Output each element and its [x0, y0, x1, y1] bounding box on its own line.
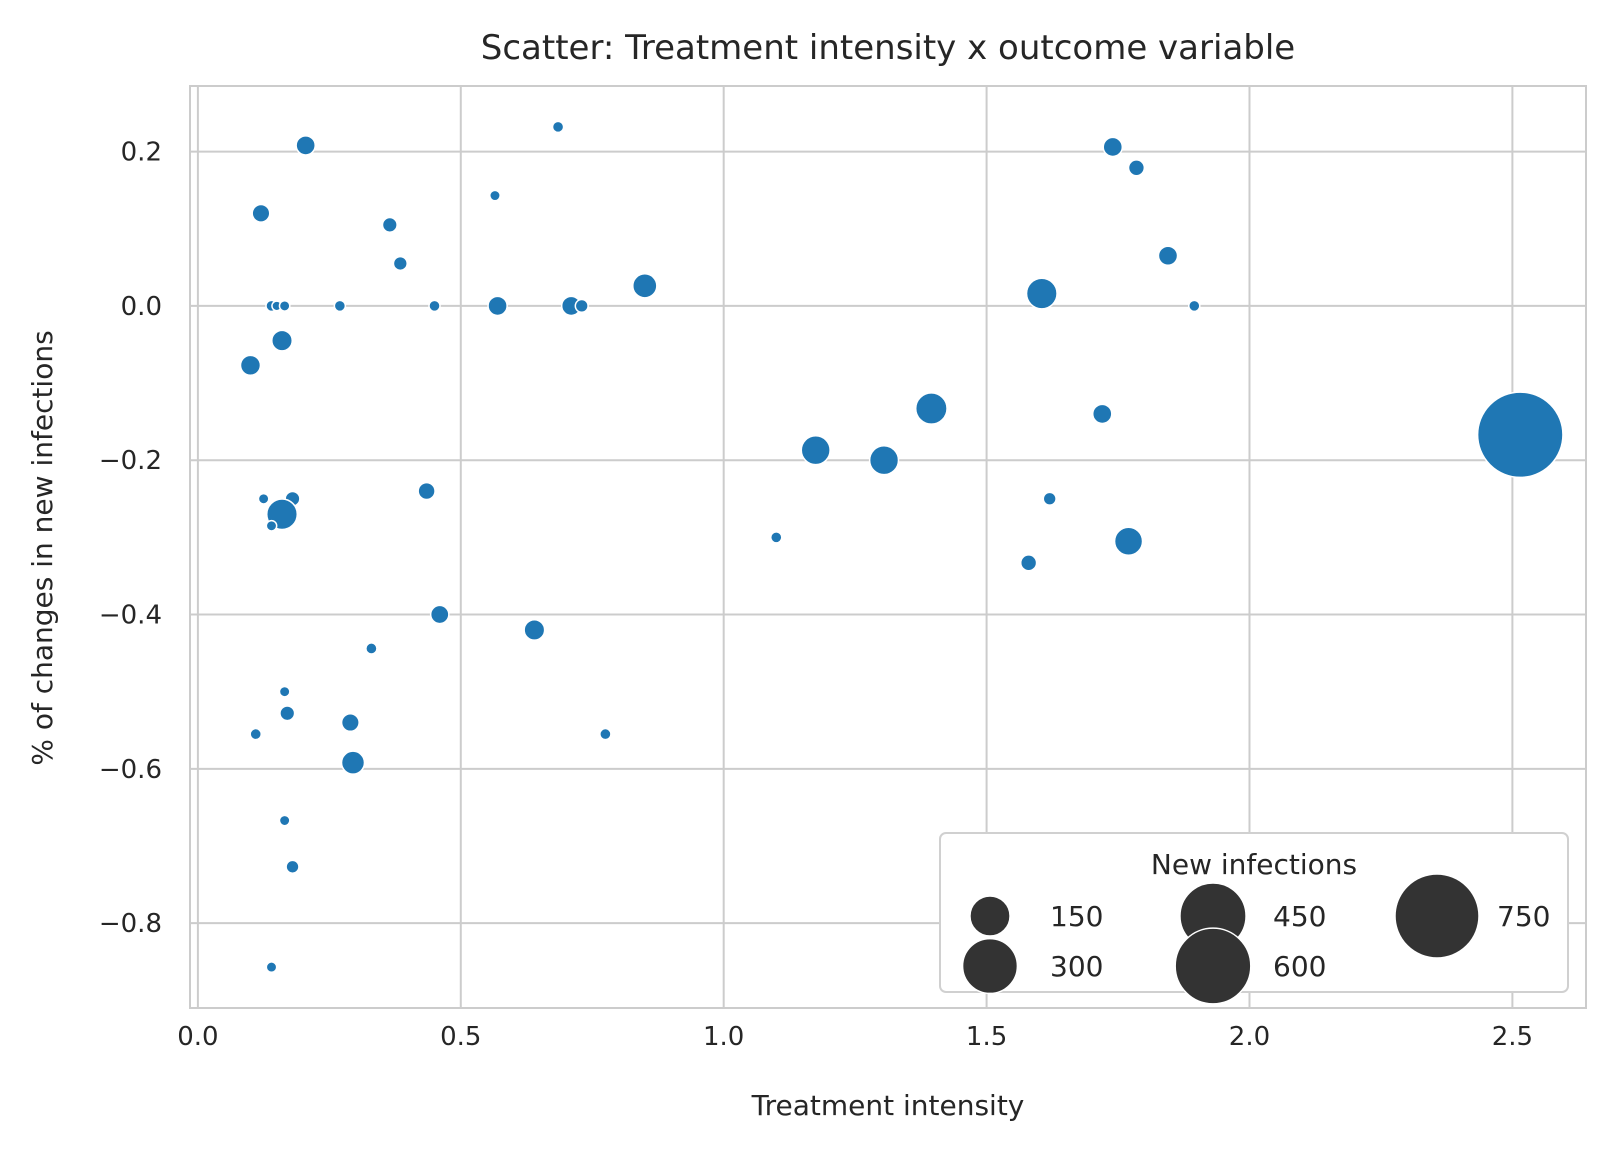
legend-label: 750 [1497, 900, 1550, 933]
data-point [257, 492, 270, 505]
data-point [523, 618, 546, 641]
data-point [417, 481, 436, 501]
data-point [340, 750, 366, 775]
data-point [265, 961, 278, 974]
data-point [428, 299, 441, 313]
data-point [1102, 136, 1124, 158]
size-legend: New infections 150 300 450 600 750 [939, 832, 1569, 1005]
x-tick-label: 1.0 [703, 1022, 744, 1052]
data-point [249, 727, 263, 741]
y-tick-label: −0.8 [99, 909, 162, 939]
x-tick-label: 2.5 [1492, 1022, 1533, 1052]
data-point [285, 859, 300, 874]
data-point [1187, 299, 1201, 313]
data-point [392, 255, 408, 272]
data-point [1025, 277, 1058, 310]
x-axis-label: Treatment intensity [751, 1089, 1025, 1122]
data-point [365, 642, 378, 655]
data-point [489, 189, 501, 202]
x-tick-label: 1.5 [966, 1022, 1007, 1052]
tick-labels: 0.0 0.5 1.0 1.5 2.0 2.5 0.2 0.0 −0.2 −0.4 −0.6 −0.8 [99, 138, 1533, 1052]
data-point [599, 727, 612, 741]
data-point [1113, 526, 1144, 556]
data-point [487, 295, 508, 317]
data-point [1019, 554, 1038, 572]
data-point [278, 685, 291, 698]
data-point [429, 604, 450, 625]
legend-marker [1394, 873, 1480, 959]
x-tick-label: 2.0 [1229, 1022, 1270, 1052]
data-point [251, 203, 271, 223]
data-point [381, 216, 398, 233]
data-point [239, 354, 262, 377]
legend-label: 300 [1050, 950, 1103, 983]
legend-box [939, 832, 1569, 993]
data-point [333, 299, 347, 313]
data-points [239, 120, 1564, 974]
x-tick-label: 0.5 [440, 1022, 481, 1052]
data-point [340, 712, 360, 733]
data-point [574, 298, 589, 314]
legend-label: 600 [1273, 950, 1326, 983]
y-tick-label: −0.4 [99, 601, 162, 631]
legend-label: 450 [1273, 900, 1326, 933]
legend-marker [969, 895, 1011, 937]
data-point [769, 531, 783, 544]
y-tick-label: 0.0 [121, 292, 162, 322]
chart-title: Scatter: Treatment intensity x outcome v… [481, 28, 1295, 68]
data-point [278, 299, 291, 312]
plot-frame [189, 85, 1587, 1009]
data-point [632, 273, 658, 299]
data-point [265, 519, 278, 532]
data-point [800, 434, 831, 466]
legend-marker [961, 937, 1019, 995]
data-point [1091, 403, 1113, 425]
y-tick-label: 0.2 [121, 138, 162, 168]
legend-label: 150 [1050, 900, 1103, 933]
data-point [1127, 159, 1146, 177]
legend-title: New infections [1151, 848, 1357, 881]
data-point [1157, 245, 1179, 267]
y-tick-label: −0.2 [99, 446, 162, 476]
data-point [295, 135, 316, 156]
y-axis-label: % of changes in new infections [26, 330, 59, 765]
data-point [1476, 391, 1564, 479]
data-point [1042, 491, 1057, 506]
x-tick-label: 0.0 [177, 1022, 218, 1052]
data-point [278, 814, 291, 827]
data-point [551, 120, 565, 134]
data-point [914, 392, 948, 425]
data-point [868, 445, 900, 476]
data-point [279, 705, 296, 722]
data-point [271, 329, 294, 352]
y-tick-label: −0.6 [99, 755, 162, 785]
legend-marker [1174, 927, 1252, 1005]
